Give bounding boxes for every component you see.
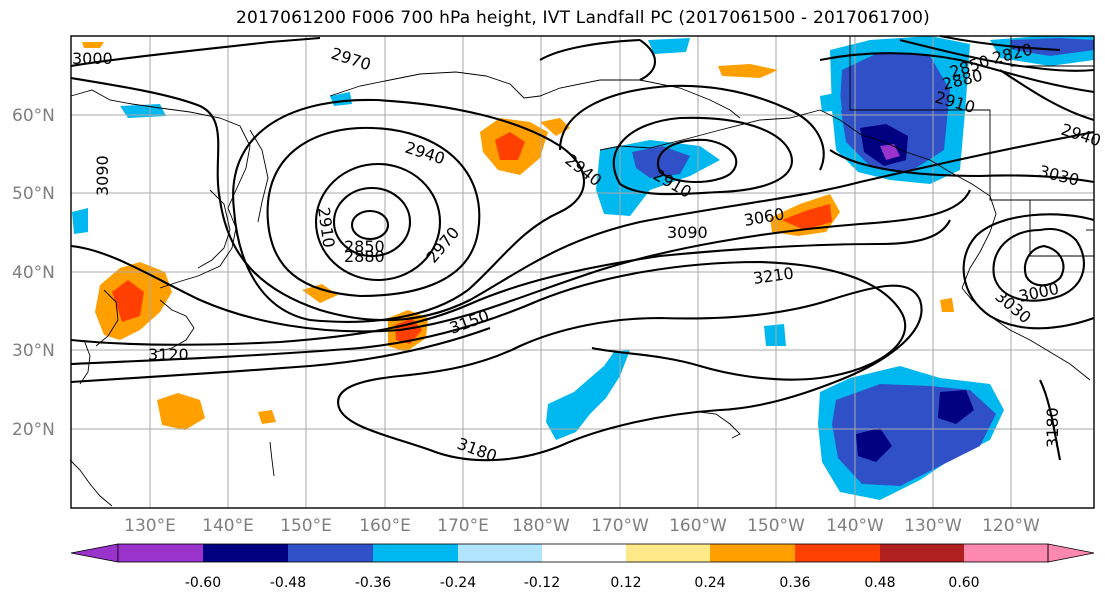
colorbar-tick: -0.12 [524, 575, 560, 591]
colorbar-tick: 0.60 [948, 575, 979, 591]
colorbar-segment [118, 544, 203, 562]
colorbar-tick: -0.36 [355, 575, 391, 591]
contour-label: 3090 [93, 155, 112, 196]
colorbar-segment [710, 544, 795, 562]
ivt-positive-region [302, 284, 338, 303]
latitude-labels: 60°N 50°N 40°N 30°N 20°N [12, 106, 55, 440]
lon-label: 130°E [124, 516, 176, 536]
colorbar-max-extend [1047, 543, 1095, 563]
colorbar-segment [458, 544, 542, 562]
contour-label: 3180 [1043, 407, 1062, 448]
lon-label: 180°W [512, 516, 570, 536]
ivt-negative-core [632, 146, 690, 178]
longitude-labels: 130°E 140°E 150°E 160°E 170°E 180°W 170°… [124, 516, 1040, 536]
lon-label: 130°W [904, 516, 962, 536]
contour-label: 3000 [72, 49, 113, 68]
colorbar-tick: -0.48 [270, 575, 306, 591]
ivt-negative-region [764, 324, 786, 346]
ivt-positive-region [157, 393, 205, 430]
lat-label: 60°N [12, 106, 55, 126]
colorbar-min-extend [70, 543, 119, 563]
contour-label: 3090 [667, 223, 708, 242]
colorbar-tick: 0.36 [779, 575, 810, 591]
ivt-negative-extreme [880, 144, 900, 160]
lon-label: 150°E [280, 516, 332, 536]
height-contours [70, 34, 1095, 462]
lon-label: 170°E [437, 516, 489, 536]
lon-label: 140°W [826, 516, 884, 536]
ivt-positive-core [395, 318, 422, 344]
ivt-negative-region [648, 38, 690, 54]
colorbar: -0.60 -0.48 -0.36 -0.24 -0.12 0.12 0.24 … [70, 543, 1095, 591]
graticule [71, 36, 1094, 508]
ivt-positive-region [258, 410, 276, 424]
lon-label: 140°E [202, 516, 254, 536]
ivt-negative-region [596, 140, 720, 216]
contour-label: 2880 [344, 247, 385, 266]
colorbar-segment [288, 544, 373, 562]
colorbar-tick: -0.24 [440, 575, 476, 591]
lat-label: 30°N [12, 341, 55, 361]
lon-label: 160°E [359, 516, 411, 536]
colorbar-tick: 0.48 [864, 575, 895, 591]
lon-label: 170°W [591, 516, 649, 536]
lat-label: 20°N [12, 420, 55, 440]
contour-label: 3120 [148, 345, 189, 364]
lon-label: 150°W [747, 516, 805, 536]
lon-label: 160°W [669, 516, 727, 536]
colorbar-tick: 0.24 [694, 575, 725, 591]
ivt-positive-region [82, 42, 104, 48]
colorbar-segment [203, 544, 288, 562]
colorbar-tick: 0.12 [610, 575, 641, 591]
lat-label: 40°N [12, 263, 55, 283]
contour-label: 2850 [344, 237, 385, 256]
ivt-negative-region [546, 350, 630, 440]
map-border [70, 35, 1095, 509]
ivt-negative-core [1010, 38, 1094, 56]
ivt-negative-region [120, 104, 166, 118]
colorbar-segment [626, 544, 710, 562]
colorbar-segment [795, 544, 880, 562]
ivt-negative-core [938, 390, 974, 424]
ivt-negative-region [820, 92, 842, 112]
colorbar-segment [542, 544, 626, 562]
colorbar-tick: -0.60 [185, 575, 221, 591]
ivt-negative-core [856, 428, 892, 462]
ivt-positive-core [495, 132, 525, 160]
ivt-positive-core [782, 204, 832, 230]
map-title: 2017061200 F006 700 hPa height, IVT Land… [236, 8, 930, 28]
ivt-shading [72, 36, 1094, 500]
ivt-positive-region [718, 64, 778, 78]
colorbar-segment [964, 544, 1048, 562]
lat-label: 50°N [12, 184, 55, 204]
colorbar-segment [880, 544, 964, 562]
contour-label-group: 3000 2970 2940 2910 2850 2880 2970 3120 … [72, 40, 1103, 466]
ivt-positive-core [112, 280, 144, 322]
colorbar-segment [373, 544, 458, 562]
ivt-negative-region [72, 208, 88, 234]
ivt-positive-region [940, 298, 954, 312]
lon-label: 120°W [982, 516, 1040, 536]
ivt-positive-region [540, 118, 570, 136]
